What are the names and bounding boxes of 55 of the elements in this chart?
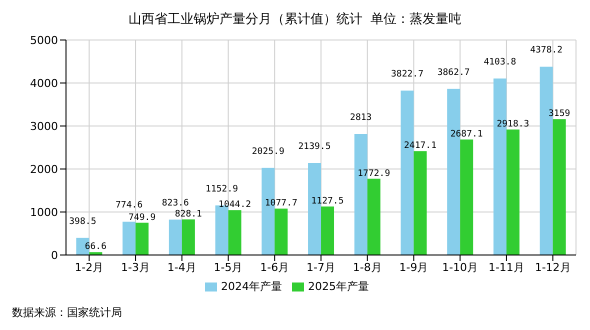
legend-label: 2025年产量 (308, 280, 369, 293)
x-tick-label: 1-11月 (488, 260, 524, 274)
y-tick-label: 4000 (30, 76, 58, 90)
bar (321, 206, 334, 255)
source-note: 数据来源：国家统计局 (12, 305, 122, 320)
x-tick-label: 1-6月 (260, 260, 290, 274)
x-tick-label: 1-3月 (121, 260, 150, 274)
data-label: 1152.9 (206, 184, 238, 194)
y-tick-label: 0 (51, 248, 58, 262)
bar (552, 119, 566, 255)
data-label: 3822.7 (390, 70, 424, 80)
x-tick-label: 1-2月 (74, 260, 104, 274)
bar (168, 220, 182, 255)
data-label: 2918.3 (496, 120, 530, 130)
data-label: 823.6 (162, 198, 189, 209)
data-label: 1077.7 (264, 198, 298, 209)
bar (506, 130, 520, 255)
bar (414, 151, 427, 255)
y-tick-label: 2000 (30, 162, 58, 176)
data-label: 2813 (350, 113, 372, 124)
data-label: 3159 (548, 109, 570, 120)
legend-label: 2024年产量 (221, 280, 282, 293)
x-tick-label: 1-5月 (214, 260, 243, 274)
bar (274, 208, 288, 255)
data-label: 1127.5 (311, 196, 344, 207)
bar (460, 139, 474, 255)
y-tick-label: 5000 (30, 34, 58, 47)
x-tick-label: 1-12月 (534, 260, 571, 274)
data-label: 2025.9 (252, 146, 284, 157)
data-label: 2687.1 (450, 129, 483, 140)
bar (122, 222, 136, 255)
data-label: 3862.7 (437, 68, 470, 78)
data-label: 828.1 (174, 209, 202, 220)
y-tick-label: 3000 (30, 120, 58, 133)
data-label: 398.5 (69, 216, 96, 227)
data-label: 2139.5 (298, 142, 331, 152)
bar (228, 210, 242, 255)
x-tick-label: 1-8月 (352, 260, 382, 274)
data-label: 4378.2 (530, 46, 563, 56)
x-tick-label: 1-4月 (167, 260, 196, 274)
data-label: 66.6 (84, 242, 107, 252)
data-label: 2417.1 (404, 141, 437, 152)
x-tick-label: 1-9月 (399, 260, 428, 274)
bar (136, 222, 149, 255)
chart-title: 山西省工业锅炉产量分月（累计值）统计 单位：蒸发量吨 (127, 11, 463, 29)
data-label: 1044.2 (218, 200, 252, 210)
data-label: 749.9 (128, 212, 156, 223)
y-tick-label: 1000 (30, 206, 58, 219)
data-label: 774.6 (116, 200, 143, 211)
data-label: 1772.9 (358, 168, 390, 179)
data-label: 4103.8 (484, 58, 516, 68)
bar (367, 178, 380, 255)
x-tick-label: 1-10月 (442, 260, 478, 274)
x-tick-label: 1-7月 (306, 260, 336, 274)
bar (182, 219, 195, 255)
